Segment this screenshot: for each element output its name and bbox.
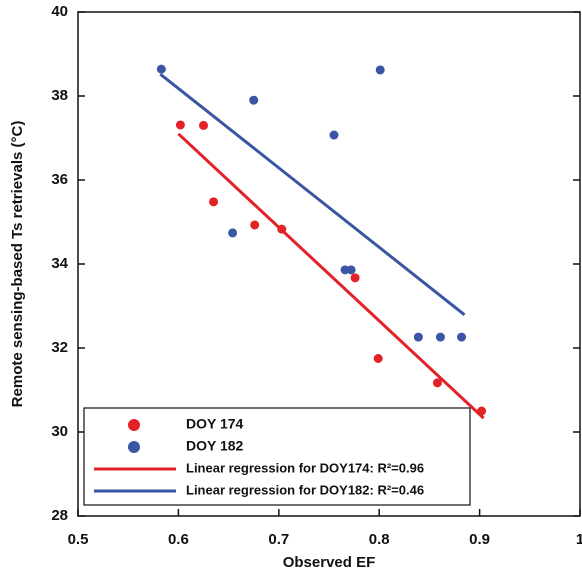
- legend-box: [83, 407, 471, 506]
- x-tick-label: 1: [576, 531, 582, 548]
- legend-label: Linear regression for DOY182: R²=0.46: [186, 482, 424, 497]
- point: [435, 332, 445, 342]
- regression-line: [159, 72, 466, 316]
- point: [477, 406, 487, 416]
- y-tick-label: 30: [51, 423, 68, 440]
- y-tick-label: 32: [51, 339, 68, 356]
- y-tick-label: 36: [51, 171, 68, 188]
- x-tick-label: 0.6: [168, 531, 189, 548]
- point: [346, 265, 356, 275]
- x-tick-label: 0.8: [369, 531, 390, 548]
- point: [199, 120, 208, 130]
- point: [373, 354, 383, 363]
- legend-label: Linear regression for DOY174: R²=0.96: [186, 460, 424, 475]
- x-axis-label: Observed EF: [283, 554, 376, 571]
- point: [250, 220, 260, 230]
- point: [277, 224, 287, 234]
- y-tick-label: 38: [51, 87, 68, 104]
- point: [209, 197, 219, 207]
- legend-label: DOY 182: [186, 438, 244, 454]
- point: [432, 378, 442, 388]
- point: [413, 332, 423, 342]
- regression-line: [177, 132, 485, 420]
- y-axis-label: Remote sensing-based Ts retrievals (°C): [9, 121, 26, 408]
- y-tick-label: 34: [51, 255, 68, 272]
- point: [249, 95, 259, 105]
- legend-label: DOY 174: [186, 416, 244, 432]
- point: [375, 65, 385, 75]
- point: [329, 130, 339, 140]
- point: [175, 120, 185, 130]
- x-tick-label: 0.5: [68, 531, 89, 548]
- legend-marker: [128, 441, 140, 453]
- point: [350, 273, 360, 283]
- legend-marker: [128, 419, 140, 431]
- y-tick-label: 40: [51, 3, 68, 20]
- y-tick-label: 28: [51, 507, 68, 524]
- point: [457, 332, 467, 342]
- x-tick-label: 0.7: [268, 531, 289, 548]
- point: [156, 64, 166, 74]
- point: [228, 228, 238, 238]
- x-tick-label: 0.9: [469, 531, 490, 548]
